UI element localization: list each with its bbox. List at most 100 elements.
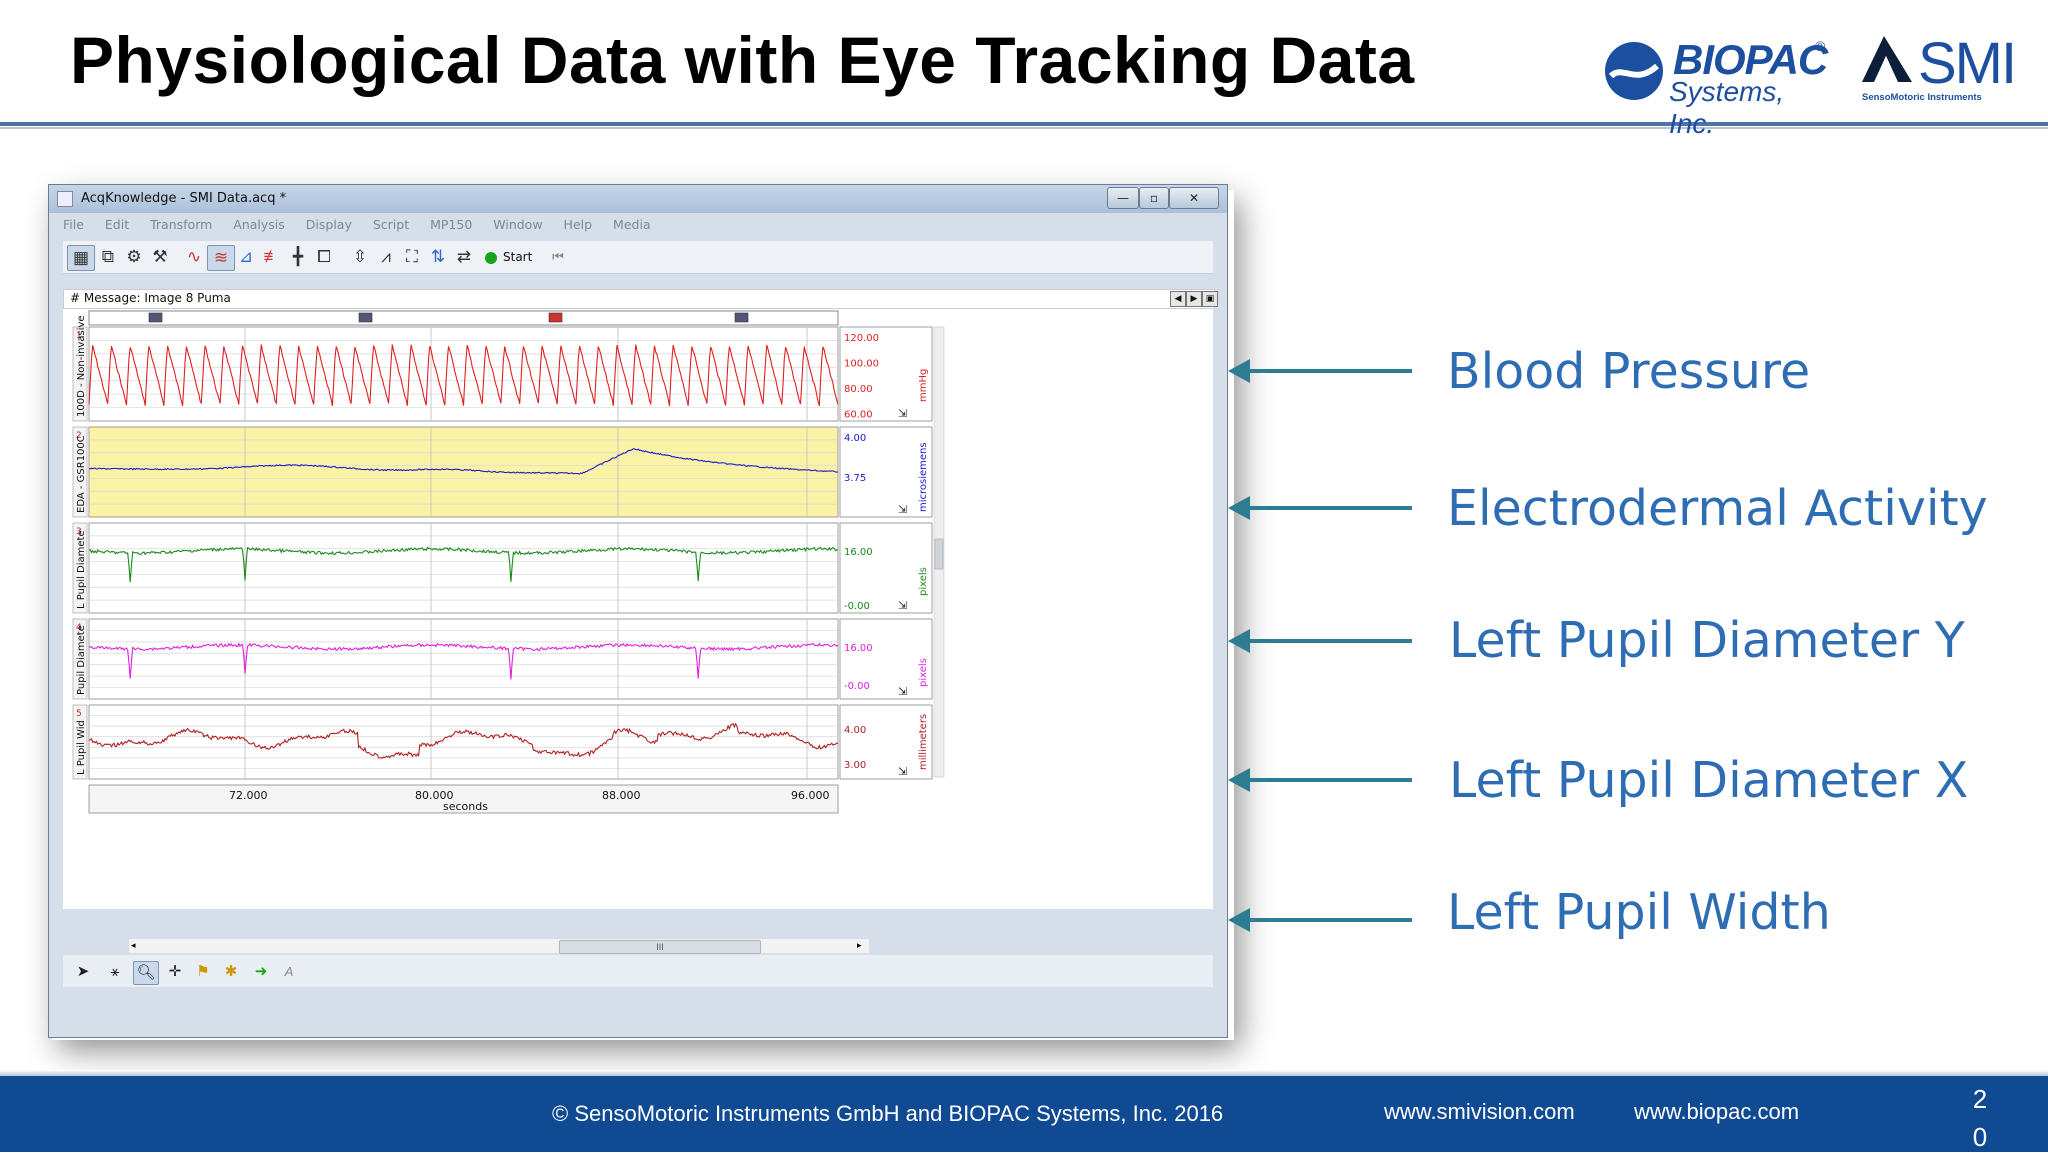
biopac-registered: ® [1815, 38, 1826, 54]
channel-label-strip [72, 326, 88, 422]
menu-analysis[interactable]: Analysis [233, 217, 285, 232]
label-left-pupil-width: Left Pupil Width [1447, 884, 1831, 941]
smi-logo: SMI SensoMotoric Instruments [1860, 30, 2017, 110]
selection-tool-icon[interactable]: ⚹ [110, 963, 120, 980]
chart-icon[interactable]: ⊿ [238, 247, 254, 266]
flag-tool-icon[interactable]: ⚑ [196, 963, 210, 980]
scale-tick-label: 120.00 [844, 333, 879, 344]
x-tick-label: 88.000 [602, 789, 641, 802]
menu-mp150[interactable]: MP150 [430, 217, 473, 232]
horizontal-scrollbar[interactable]: ◂ III ▸ [129, 939, 869, 954]
scale-tick-label: -0.00 [844, 601, 870, 612]
footer-url-smivision[interactable]: www.smivision.com [1384, 1099, 1575, 1124]
event-marker-icon [548, 312, 563, 323]
crosshair-tool-icon[interactable]: ✛ [168, 963, 182, 980]
zoom-tool-icon[interactable]: 🔍︎ [133, 961, 159, 985]
overlap-windows-icon[interactable]: ⧉ [101, 247, 115, 266]
arrow-electrodermal-activity [1228, 496, 1412, 520]
channel-plot-4 [88, 618, 839, 700]
biopac-subtitle: Systems, Inc. [1669, 76, 1785, 139]
channel-scale-1 [839, 326, 933, 422]
adjust-baseline-icon[interactable]: ⇅ [430, 247, 446, 266]
menu-window[interactable]: Window [493, 217, 543, 232]
channel-name: L Pupil Diamete [76, 530, 87, 609]
slide-title: Physiological Data with Eye Tracking Dat… [70, 23, 1415, 97]
scale-tick-label: 16.00 [844, 643, 873, 654]
text-tool-icon[interactable]: A [284, 964, 294, 979]
scale-tick-label: 16.00 [844, 547, 873, 558]
menu-media[interactable]: Media [613, 217, 651, 232]
app-icon [57, 191, 73, 207]
arrow-left-pupil-diameter-x [1228, 768, 1412, 792]
marker-icon[interactable]: ⧠ [317, 247, 331, 266]
channel-number: 3 [76, 527, 82, 537]
scroll-thumb[interactable]: III [559, 940, 761, 954]
channel-scale-3 [839, 522, 933, 614]
footer-bar [0, 1076, 2048, 1152]
channel-unit: microsiemens [918, 442, 929, 512]
autoscale-icon: ⇲ [898, 766, 907, 778]
window-titlebar[interactable]: AcqKnowledge - SMI Data.acq * — ▫ ✕ [49, 185, 1227, 213]
channel-number: 1 [76, 331, 82, 341]
autoscale-vertical-icon[interactable]: ⇳ [352, 247, 368, 266]
next-event-icon[interactable]: ▶ [1186, 291, 1202, 307]
tools-icon[interactable]: ⚒ [152, 247, 168, 266]
maximize-button[interactable]: ▫ [1139, 187, 1169, 209]
autoscale-waveforms-icon[interactable]: ⩘ [381, 247, 391, 266]
channel-number: 2 [76, 431, 82, 441]
channel-plot-1 [88, 326, 839, 422]
event-options-icon[interactable]: ▣ [1202, 291, 1218, 307]
channel-number: 5 [76, 709, 82, 719]
cursor-split-icon[interactable]: ╋ [292, 247, 304, 266]
window-title: AcqKnowledge - SMI Data.acq * [81, 191, 287, 206]
menu-file[interactable]: File [63, 217, 84, 232]
stacked-waves-icon[interactable]: ≋ [207, 245, 235, 271]
arrow-left-pupil-width [1228, 908, 1412, 932]
graph-area[interactable]: 1 100D - Non-invasive 120.00 100.00 80.00 60.… [63, 309, 1213, 909]
channel-unit: pixels [918, 567, 929, 596]
menu-edit[interactable]: Edit [104, 217, 130, 232]
autoscale-icon: ⇲ [898, 504, 907, 516]
label-left-pupil-diameter-y: Left Pupil Diameter Y [1449, 612, 1965, 669]
menu-help[interactable]: Help [563, 217, 593, 232]
channel-label-strip [72, 618, 88, 700]
page-number: 2 0 [1972, 1084, 1988, 1152]
footer-url-biopac[interactable]: www.biopac.com [1634, 1099, 1800, 1124]
scroll-left-icon[interactable]: ◂ [131, 940, 136, 950]
message-bar: # Message: Image 8 Puma ◀ ▶ ▣ [63, 289, 1218, 309]
scale-tick-label: 80.00 [844, 384, 873, 395]
event-message: # Message: Image 8 Puma [70, 291, 231, 305]
channel-name: EDA - GSR100C [76, 435, 87, 513]
fit-icon[interactable]: ⛶ [406, 247, 418, 266]
start-button[interactable]: Start [503, 250, 533, 264]
minimize-button[interactable]: — [1107, 187, 1139, 209]
marker-tool-icon[interactable]: ✱ [224, 963, 238, 980]
close-button[interactable]: ✕ [1169, 187, 1219, 209]
gear-icon[interactable]: ⚙ [126, 247, 142, 266]
start-indicator-icon[interactable] [485, 252, 497, 264]
overlap-icon[interactable]: ⇄ [456, 247, 472, 266]
menu-bar: File Edit Transform Analysis Display Scr… [63, 217, 1213, 237]
rewind-icon[interactable]: ⏮ [552, 249, 564, 264]
previous-event-icon[interactable]: ◀ [1170, 291, 1186, 307]
channel-name: L Pupil Wid [76, 720, 87, 775]
scroll-right-icon[interactable]: ▸ [857, 940, 862, 950]
grid-icon[interactable]: ▦ [67, 245, 95, 271]
channel-plot-2 [88, 426, 839, 518]
event-marker-icon [148, 312, 163, 323]
event-marker-icon [358, 312, 373, 323]
menu-transform[interactable]: Transform [150, 217, 213, 232]
x-tick-label: 96.000 [791, 789, 830, 802]
x-axis-unit: seconds [443, 800, 488, 813]
arrow-cursor-icon[interactable]: ➤ [76, 963, 90, 980]
channel-waveform-4 [88, 642, 839, 680]
multi-trace-icon[interactable]: ≢ [263, 247, 281, 266]
menu-script[interactable]: Script [372, 217, 410, 232]
forward-arrow-icon[interactable]: ➜ [254, 963, 268, 980]
menu-display[interactable]: Display [305, 217, 352, 232]
channel-unit: millimeters [918, 714, 929, 770]
biopac-name: BIOPAC [1673, 36, 1828, 83]
scale-tick-label: 3.75 [844, 473, 866, 484]
waveform-icon[interactable]: ∿ [186, 247, 202, 266]
title-rule [0, 122, 2048, 126]
